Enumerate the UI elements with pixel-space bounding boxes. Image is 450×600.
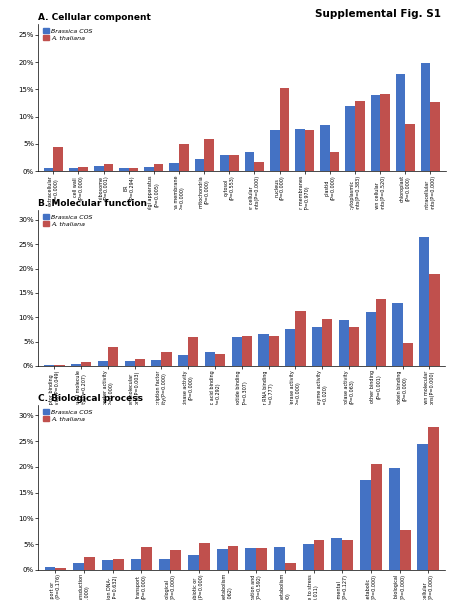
Bar [242, 336, 252, 366]
Bar [102, 560, 113, 570]
Bar [81, 362, 91, 366]
Bar [314, 540, 324, 570]
Bar [405, 124, 415, 171]
Bar [366, 313, 376, 366]
Bar [45, 568, 55, 570]
Bar [285, 329, 296, 366]
Bar [320, 125, 330, 171]
Bar [279, 88, 289, 171]
Bar [144, 167, 154, 171]
Bar [295, 128, 305, 171]
Bar [199, 542, 210, 570]
Bar [230, 155, 239, 171]
Bar [170, 163, 179, 171]
Bar [71, 364, 81, 366]
Bar [55, 568, 66, 570]
Bar [98, 361, 108, 366]
Bar [396, 74, 405, 171]
Bar [418, 443, 428, 570]
Bar [258, 334, 269, 366]
Bar [94, 166, 104, 171]
Bar [303, 544, 314, 570]
Bar [154, 164, 163, 171]
Bar [285, 563, 296, 570]
Bar [421, 63, 430, 171]
Bar [54, 365, 64, 366]
Bar [135, 359, 145, 366]
Bar [73, 563, 84, 570]
Bar [296, 311, 306, 366]
Bar [108, 346, 118, 366]
Bar [151, 359, 162, 366]
Bar [78, 167, 88, 171]
Bar [342, 540, 353, 570]
Bar [129, 168, 138, 171]
Bar [216, 550, 228, 570]
Bar [215, 354, 225, 366]
Bar [245, 548, 256, 570]
Bar [194, 159, 204, 171]
Text: B. Molecular function: B. Molecular function [38, 199, 147, 208]
Bar [419, 237, 429, 366]
Bar [188, 554, 199, 570]
Bar [220, 155, 230, 171]
Bar [430, 102, 440, 171]
Bar [380, 94, 390, 171]
Bar [346, 106, 355, 171]
Bar [113, 559, 124, 570]
Bar [339, 320, 349, 366]
Bar [360, 480, 371, 570]
Bar [349, 327, 359, 366]
Bar [228, 546, 238, 570]
Bar [392, 302, 403, 366]
Bar [84, 557, 95, 570]
Legend: Brassica COS, A. thaliana: Brassica COS, A. thaliana [41, 408, 94, 423]
Text: C. Biological process: C. Biological process [38, 394, 143, 403]
Bar [159, 559, 170, 570]
Bar [322, 319, 333, 366]
Bar [371, 464, 382, 570]
Bar [274, 547, 285, 570]
Bar [204, 139, 214, 171]
Bar [205, 352, 215, 366]
Bar [305, 130, 314, 171]
Bar [44, 365, 54, 366]
Bar [141, 547, 153, 570]
Bar [232, 337, 242, 366]
Bar [312, 327, 322, 366]
Bar [403, 343, 413, 366]
Bar [69, 168, 78, 171]
Bar [179, 144, 189, 171]
Bar [178, 355, 188, 366]
Bar [371, 95, 380, 171]
Legend: Brassica COS, A. thaliana: Brassica COS, A. thaliana [41, 213, 94, 228]
Bar [428, 427, 439, 570]
Legend: Brassica COS, A. thaliana: Brassica COS, A. thaliana [41, 27, 94, 42]
Bar [44, 168, 54, 171]
Bar [54, 146, 63, 171]
Bar [429, 274, 440, 366]
Bar [355, 101, 364, 171]
Bar [245, 152, 254, 171]
Bar [188, 337, 198, 366]
Bar [400, 530, 410, 570]
Bar [270, 130, 279, 171]
Bar [170, 550, 181, 570]
Bar [330, 152, 339, 171]
Bar [389, 468, 400, 570]
Bar [119, 168, 129, 171]
Bar [269, 336, 279, 366]
Text: Supplemental Fig. S1: Supplemental Fig. S1 [315, 9, 441, 19]
Bar [162, 352, 172, 366]
Bar [104, 164, 113, 171]
Bar [256, 548, 267, 570]
Bar [376, 299, 386, 366]
Bar [130, 559, 141, 570]
Bar [331, 538, 342, 570]
Bar [254, 162, 264, 171]
Bar [125, 361, 135, 366]
Text: A. Cellular component: A. Cellular component [38, 13, 151, 22]
